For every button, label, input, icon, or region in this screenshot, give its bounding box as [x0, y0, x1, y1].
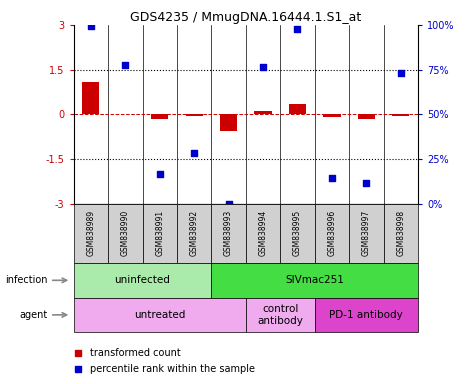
Bar [211, 204, 246, 263]
Point [122, 62, 129, 68]
Bar [246, 298, 314, 332]
Point [190, 150, 198, 156]
Text: infection: infection [5, 275, 48, 285]
Bar [358, 114, 375, 119]
Point [294, 26, 301, 33]
Bar [142, 204, 177, 263]
Bar [392, 114, 409, 116]
Point [328, 175, 336, 181]
Text: GSM838996: GSM838996 [327, 210, 336, 257]
Point [156, 171, 163, 177]
Bar [108, 204, 142, 263]
Bar [246, 204, 280, 263]
Bar [220, 114, 237, 131]
Bar [151, 114, 168, 119]
Text: GSM838995: GSM838995 [293, 210, 302, 257]
Bar [74, 263, 211, 298]
Text: control
antibody: control antibody [257, 304, 303, 326]
Bar [314, 204, 349, 263]
Bar [82, 81, 99, 114]
Text: percentile rank within the sample: percentile rank within the sample [90, 364, 255, 374]
Bar [211, 263, 418, 298]
Text: GSM838992: GSM838992 [190, 210, 199, 257]
Bar [289, 104, 306, 114]
Bar [349, 204, 384, 263]
Text: GSM838991: GSM838991 [155, 210, 164, 257]
Bar [177, 204, 211, 263]
Point [87, 23, 95, 30]
Bar [280, 204, 314, 263]
Text: GSM838990: GSM838990 [121, 210, 130, 257]
Text: GSM838997: GSM838997 [362, 210, 371, 257]
Text: PD-1 antibody: PD-1 antibody [330, 310, 403, 320]
Text: GSM838993: GSM838993 [224, 210, 233, 257]
Bar [384, 204, 418, 263]
Bar [74, 204, 108, 263]
Bar [255, 111, 272, 114]
Text: GSM838998: GSM838998 [396, 210, 405, 257]
Text: agent: agent [19, 310, 48, 320]
Bar [314, 298, 418, 332]
Text: untreated: untreated [134, 310, 185, 320]
Point [397, 70, 405, 76]
Bar [186, 114, 203, 116]
Title: GDS4235 / MmugDNA.16444.1.S1_at: GDS4235 / MmugDNA.16444.1.S1_at [130, 11, 361, 24]
Text: SIVmac251: SIVmac251 [285, 275, 344, 285]
Point [225, 200, 232, 207]
Text: uninfected: uninfected [114, 275, 171, 285]
Text: GSM838994: GSM838994 [258, 210, 267, 257]
Point [259, 64, 267, 70]
Bar [74, 298, 246, 332]
Point [362, 180, 370, 186]
Text: transformed count: transformed count [90, 348, 181, 358]
Bar [323, 114, 341, 117]
Text: GSM838989: GSM838989 [86, 210, 95, 257]
